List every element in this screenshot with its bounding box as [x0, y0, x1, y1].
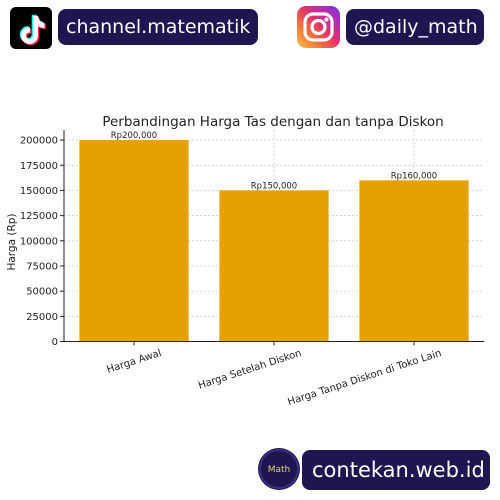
tiktok-icon [10, 7, 52, 49]
y-tick-label: 125000 [20, 211, 58, 222]
instagram-handle-badge[interactable]: @daily_math [346, 9, 484, 45]
data-labels: Rp200,000 Rp150,000 Rp160,000 [111, 131, 437, 191]
y-tick-label: 75000 [26, 261, 58, 272]
math-logo-glyph: Math [259, 449, 299, 489]
y-tick-label: 200000 [20, 136, 58, 147]
y-tick-label: 150000 [20, 186, 58, 197]
tiktok-handle-badge[interactable]: channel.matematik [58, 9, 258, 45]
chart-title: Perbandingan Harga Tas dengan dan tanpa … [102, 114, 443, 130]
math-logo-icon: Math [258, 448, 300, 490]
x-tick-label: Harga Awal [106, 348, 163, 376]
instagram-handle-text: @daily_math [354, 16, 478, 38]
y-ticks: 0 25000 50000 75000 100000 125000 150000 175000… [20, 136, 64, 348]
y-axis-label: Harga (Rp) [6, 213, 18, 270]
math-logo-text: Math [268, 465, 291, 475]
data-label: Rp160,000 [391, 171, 437, 181]
tiktok-glyph [19, 14, 46, 46]
bar [359, 180, 469, 342]
bar [219, 190, 329, 342]
y-tick-label: 25000 [26, 312, 58, 323]
y-tick-label: 0 [52, 337, 58, 348]
y-tick-label: 100000 [20, 236, 58, 247]
data-label: Rp200,000 [111, 131, 157, 141]
instagram-icon [297, 6, 340, 48]
bars [79, 140, 469, 342]
instagram-glyph [303, 12, 334, 42]
x-tick-label: Harga Tanpa Diskon di Toko Lain [286, 348, 442, 408]
y-tick-label: 175000 [20, 161, 58, 172]
website-badge[interactable]: contekan.web.id [302, 450, 490, 490]
data-label: Rp150,000 [251, 181, 297, 191]
website-text: contekan.web.id [312, 458, 485, 482]
y-tick-label: 50000 [26, 287, 58, 298]
bar [79, 140, 189, 342]
x-tick-label: Harga Setelah Diskon [197, 348, 303, 392]
tiktok-handle-text: channel.matematik [66, 16, 251, 38]
bar-chart: Perbandingan Harga Tas dengan dan tanpa … [6, 114, 484, 408]
